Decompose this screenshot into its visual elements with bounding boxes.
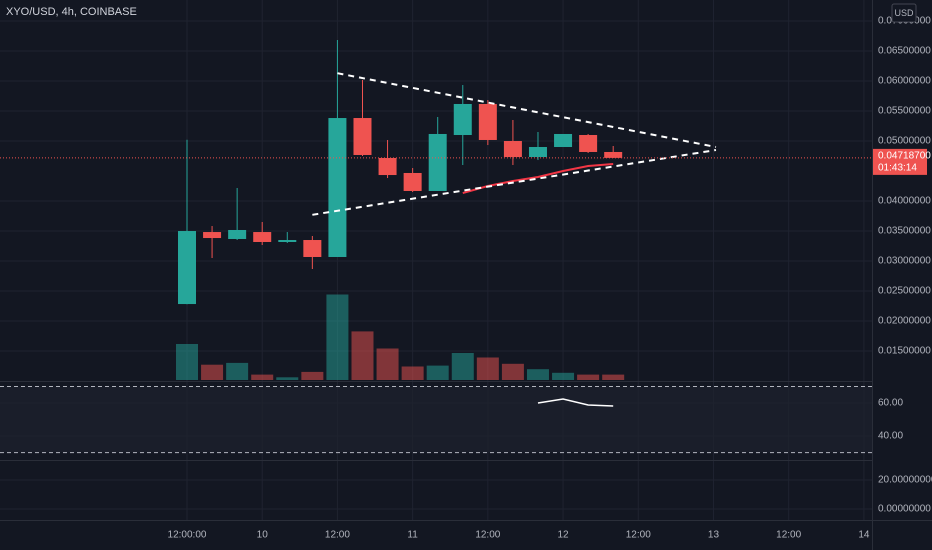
rsi-line	[537, 398, 614, 407]
candle-body	[604, 151, 623, 158]
candle-body	[428, 133, 447, 191]
volume-bar	[201, 364, 224, 380]
y-tick-label: 0.05000000	[878, 136, 931, 147]
axes: 0.070000000.065000000.060000000.05500000…	[168, 16, 932, 541]
candle-body	[579, 135, 598, 152]
currency: USD	[894, 8, 914, 18]
candle-body	[478, 103, 497, 140]
volume-bar	[226, 362, 249, 380]
volume-bar	[326, 294, 349, 380]
rsi-band	[0, 386, 872, 453]
y-tick-label: 0.04000000	[878, 196, 931, 207]
candle-body	[453, 103, 472, 136]
volume-bar	[501, 363, 524, 380]
y-tick-label: 0.02500000	[878, 286, 931, 297]
candle-body	[178, 231, 196, 305]
x-tick-label: 12:00	[776, 530, 801, 541]
chart-title: XYO/USD, 4h, COINBASE	[6, 6, 137, 18]
y-tick-label: 0.05500000	[878, 106, 931, 117]
last-price-label: 0.04718700	[878, 151, 931, 162]
pane3-tick-label: 20.00000000	[878, 475, 932, 486]
volume-bar	[301, 371, 324, 380]
volume-bar	[376, 348, 399, 380]
candle-body	[554, 133, 573, 148]
trendline	[337, 72, 717, 148]
volume-bar	[577, 374, 600, 380]
x-tick-label: 14	[858, 530, 870, 541]
volume-bar	[526, 369, 549, 380]
trendline	[312, 149, 717, 216]
x-tick-label: 11	[407, 530, 418, 541]
x-tick-label: 12	[557, 530, 569, 541]
marks	[0, 40, 872, 454]
rsi-tick-label: 60.00	[878, 398, 903, 409]
candle-body	[278, 240, 297, 242]
x-tick-label: 12:00	[626, 530, 651, 541]
y-tick-label: 0.02000000	[878, 316, 931, 327]
pane3-tick-label: 0.00000000	[878, 504, 931, 515]
candle-body	[303, 240, 322, 257]
volume-bar	[401, 366, 424, 380]
volume-bar	[602, 374, 625, 380]
candle-body	[228, 229, 247, 239]
volume-bar	[476, 357, 499, 380]
volume-bar	[426, 365, 449, 380]
x-tick-label: 12:00	[325, 530, 350, 541]
y-tick-label: 0.03000000	[878, 256, 931, 267]
countdown: 01:43:14	[878, 163, 917, 174]
last-price-box	[873, 148, 927, 175]
candle-body	[528, 147, 547, 158]
x-tick-label: 13	[708, 530, 720, 541]
y-tick-label: 0.06500000	[878, 46, 931, 57]
candle-body	[403, 172, 422, 191]
y-tick-label: 0.03500000	[878, 226, 931, 237]
rsi-tick-label: 40.00	[878, 431, 903, 442]
volume-bar	[351, 331, 374, 380]
x-tick-label: 12:00:00	[168, 530, 207, 541]
volume-bar	[451, 353, 474, 380]
volume-bar	[176, 344, 198, 380]
candle-body	[353, 118, 372, 155]
x-tick-label: 10	[257, 530, 269, 541]
candle-body	[203, 232, 222, 239]
y-tick-label: 0.01500000	[878, 346, 931, 357]
candle-body	[253, 232, 272, 242]
candle-body	[328, 118, 347, 257]
volume-bar	[251, 374, 274, 380]
volume-bar	[552, 372, 575, 380]
x-tick-label: 12:00	[475, 530, 500, 541]
candle-body	[378, 157, 397, 176]
currency-box[interactable]	[891, 3, 917, 23]
candle-body	[503, 141, 522, 158]
y-tick-label: 0.06000000	[878, 76, 931, 87]
volume-bar	[276, 377, 299, 380]
